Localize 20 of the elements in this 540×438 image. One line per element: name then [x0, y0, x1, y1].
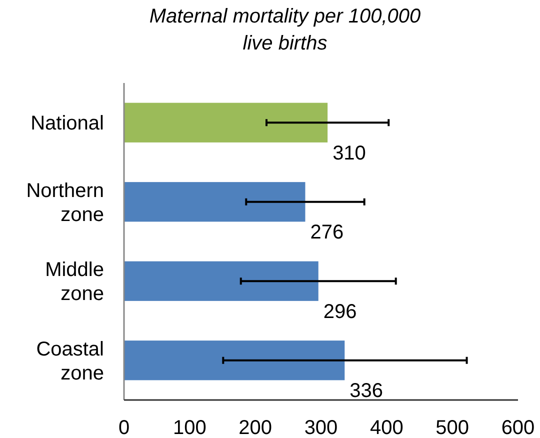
data-label: 276: [310, 222, 344, 244]
data-label: 310: [332, 142, 366, 164]
x-tick-label: 0: [118, 417, 130, 438]
x-tick-label: 600: [501, 417, 535, 438]
chart-title: Maternal mortality per 100,000 live births: [149, 6, 421, 54]
data-label: 296: [323, 300, 357, 323]
bar: [124, 102, 328, 142]
x-tick-label: 500: [436, 417, 470, 438]
y-tick-label: Northern zone: [26, 180, 104, 226]
bar: [124, 340, 345, 380]
x-tick-label: 100: [172, 417, 206, 438]
data-label: 336: [350, 380, 384, 402]
x-tick-label: 400: [370, 417, 404, 438]
y-tick-label: Coastal zone: [36, 338, 104, 384]
bar: [124, 182, 306, 222]
y-tick-label: National: [30, 112, 104, 135]
y-tick-label: Middle zone: [45, 259, 104, 306]
bar: [124, 261, 318, 301]
x-tick-label: 200: [238, 417, 272, 438]
x-tick-label: 300: [304, 417, 338, 438]
